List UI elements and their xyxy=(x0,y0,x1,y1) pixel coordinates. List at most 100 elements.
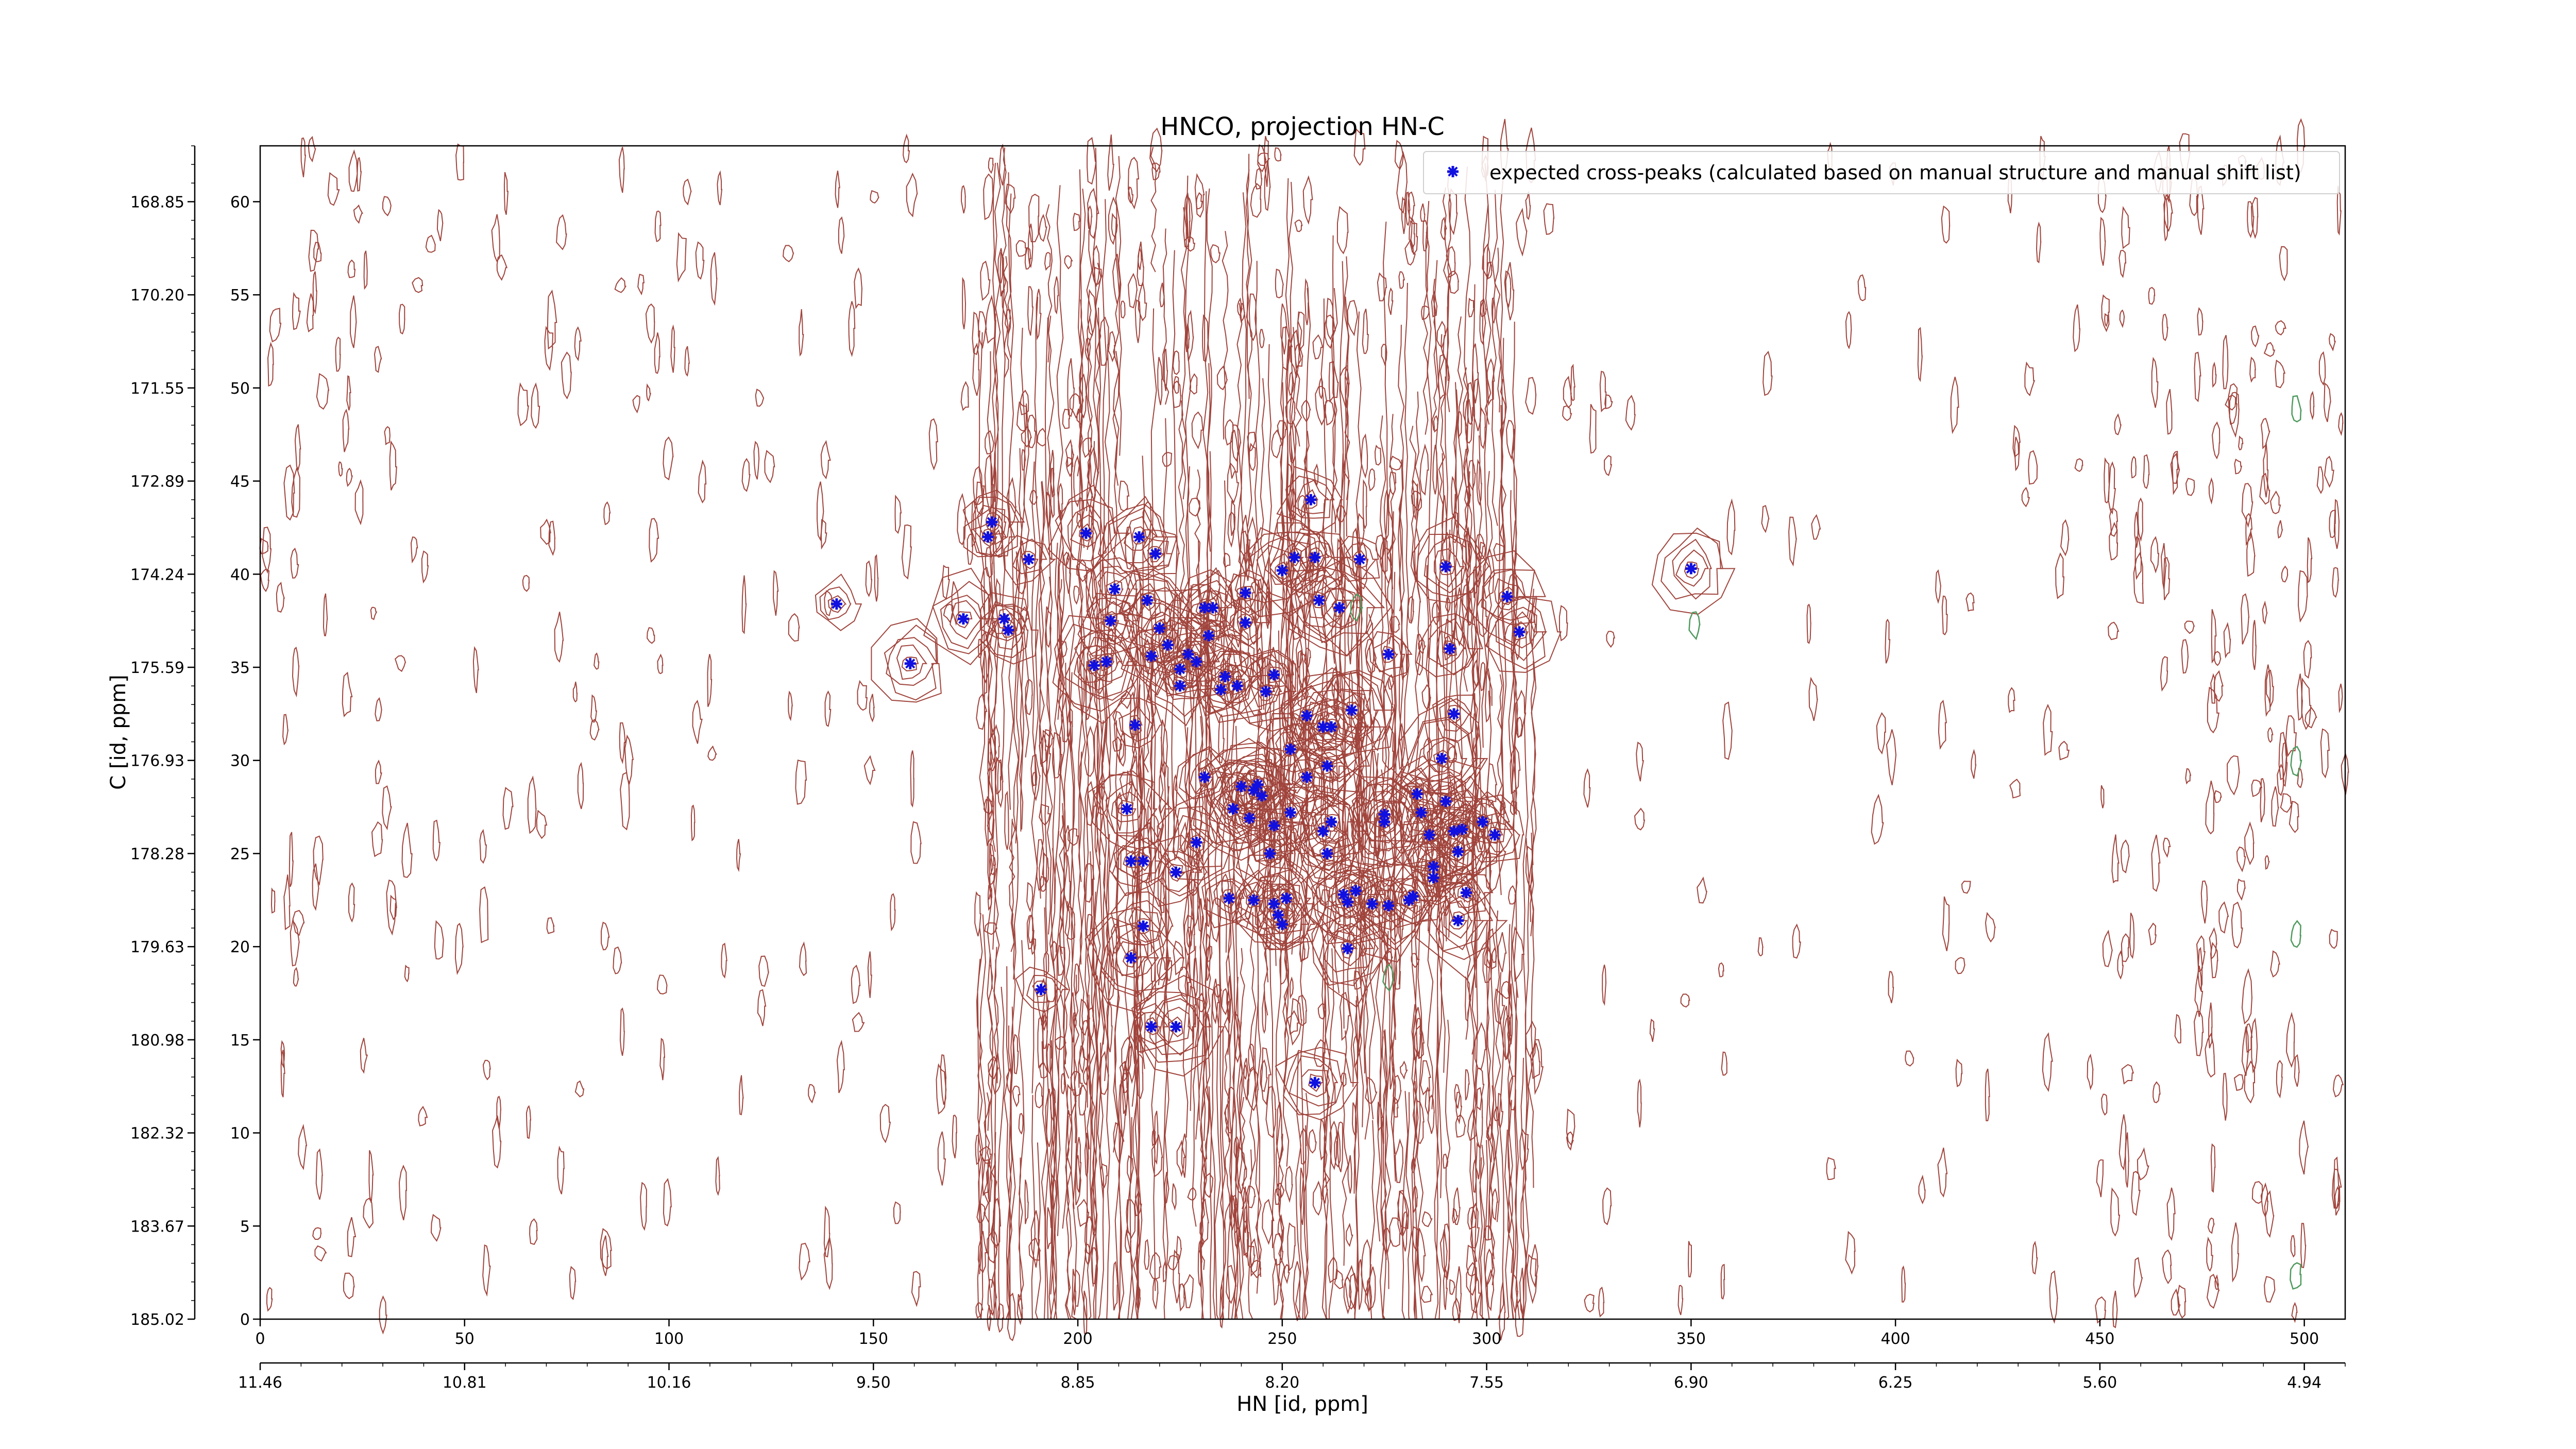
contour-line xyxy=(2338,683,2343,714)
contour-line xyxy=(957,493,967,546)
contour-line xyxy=(348,149,358,192)
contour-line xyxy=(1604,394,1613,410)
contour-line xyxy=(1475,1087,1483,1149)
contour-line xyxy=(1302,175,1313,225)
contour-line xyxy=(2099,216,2106,266)
contour-line xyxy=(2329,929,2338,949)
contour-line xyxy=(526,1105,532,1139)
y-ppm-tick-label: 168.85 xyxy=(130,193,184,211)
contour-line xyxy=(2111,834,2120,884)
contour-line xyxy=(1060,547,1066,832)
contour-line xyxy=(2310,391,2315,420)
contour-line xyxy=(1105,781,1148,834)
contour-line xyxy=(1258,811,1292,842)
contour-line xyxy=(430,1214,442,1242)
cross-peak-marker xyxy=(957,613,969,625)
contour-line xyxy=(1364,896,1381,913)
cross-peak-marker xyxy=(1452,915,1464,926)
cross-peak-marker xyxy=(1460,887,1472,899)
contour-line xyxy=(991,620,997,852)
contour-line xyxy=(1108,331,1116,363)
contour-line xyxy=(1292,532,1343,582)
contour-line xyxy=(2231,901,2243,949)
contour-line xyxy=(1465,794,1524,863)
contour-line xyxy=(1492,190,1498,526)
contour-line xyxy=(2119,1114,2127,1171)
contour-line xyxy=(799,309,804,357)
contour-line xyxy=(2112,1290,2118,1328)
contour-line xyxy=(1289,1055,1338,1107)
contour-line xyxy=(384,426,391,446)
contour-line xyxy=(1095,601,1129,642)
y-index-tick-label: 55 xyxy=(230,287,250,305)
contour-line xyxy=(1218,742,1297,840)
contour-line xyxy=(1179,821,1190,853)
contour-line xyxy=(1299,1167,1304,1225)
contour-line xyxy=(2181,639,2189,674)
contour-line xyxy=(382,196,392,216)
contour-line xyxy=(1398,271,1405,289)
contour-line xyxy=(2014,436,2020,471)
contour-line xyxy=(1722,701,1733,760)
contour-line xyxy=(312,271,317,314)
contour-line xyxy=(1287,1222,1296,1272)
cross-peak-marker xyxy=(1452,846,1464,857)
contour-line xyxy=(1570,364,1575,401)
contour-line xyxy=(1246,169,1252,399)
cross-peak-marker xyxy=(1202,630,1214,642)
contour-line xyxy=(382,785,392,831)
contour-line xyxy=(2130,456,2137,479)
contour-line xyxy=(1260,1059,1268,1092)
contour-line xyxy=(1070,672,1075,1209)
contour-line xyxy=(401,822,413,878)
contour-line xyxy=(1118,1079,1127,1140)
contour-line xyxy=(1160,877,1165,914)
contour-line xyxy=(758,955,770,987)
contour-line xyxy=(1499,1282,1506,1341)
contour-line xyxy=(1062,663,1070,1229)
contour-line xyxy=(1127,273,1138,309)
cross-peak-marker xyxy=(1121,803,1133,815)
contour-line xyxy=(1447,270,1460,294)
contour-line xyxy=(1377,814,1394,831)
contour-line xyxy=(2262,600,2268,625)
contour-line xyxy=(2263,442,2269,498)
cross-peak-marker xyxy=(1346,704,1358,716)
cross-peak-marker xyxy=(1272,909,1284,921)
cross-peak-marker xyxy=(1284,744,1296,755)
contour-line xyxy=(1604,454,1613,476)
cross-peak-marker xyxy=(1145,650,1157,662)
cross-peak-marker xyxy=(1440,561,1452,572)
contour-line xyxy=(1298,768,1316,786)
contour-line xyxy=(1194,469,1201,598)
contour-line xyxy=(2101,1093,2108,1116)
contour-line xyxy=(2073,304,2081,352)
contour-line xyxy=(2291,395,2302,423)
contour-line xyxy=(1248,1043,1255,1072)
contour-line xyxy=(1077,518,1085,882)
contour-line xyxy=(479,886,489,943)
contour-line xyxy=(1193,957,1198,997)
contour-line xyxy=(1199,590,1227,627)
cross-peak-marker xyxy=(1301,771,1313,783)
contour-line xyxy=(975,481,985,515)
contour-line xyxy=(1084,661,1090,1108)
cross-peak-marker xyxy=(1440,796,1452,807)
contour-line xyxy=(1191,411,1204,449)
contour-line xyxy=(2166,1187,2176,1241)
contour-line xyxy=(354,479,364,526)
contour-line xyxy=(2341,752,2349,795)
contour-line xyxy=(1304,669,1311,843)
contour-line xyxy=(637,274,645,296)
contour-line xyxy=(1250,183,1262,218)
contour-line xyxy=(1097,571,1131,606)
contour-line xyxy=(1229,1194,1235,1231)
contour-line xyxy=(995,578,1001,606)
contour-line xyxy=(1107,1001,1113,1053)
contour-line xyxy=(1163,348,1168,391)
cross-peak-marker xyxy=(1138,855,1149,867)
contour-line xyxy=(1917,327,1923,382)
contour-line xyxy=(753,441,760,480)
contour-line xyxy=(1301,1069,1328,1098)
